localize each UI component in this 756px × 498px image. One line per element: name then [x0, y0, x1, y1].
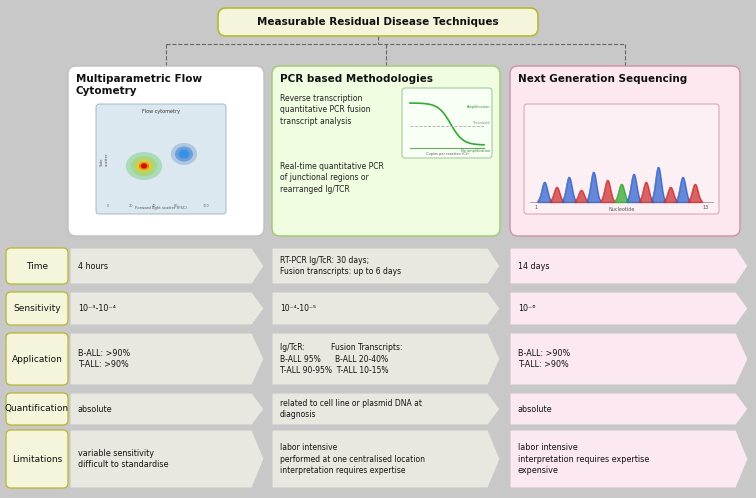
- Ellipse shape: [131, 156, 157, 176]
- Polygon shape: [70, 333, 264, 385]
- Polygon shape: [272, 393, 500, 425]
- Text: 100: 100: [203, 204, 209, 208]
- Text: 20: 20: [129, 204, 133, 208]
- Ellipse shape: [178, 149, 190, 158]
- Text: absolute: absolute: [518, 404, 553, 413]
- Text: B-ALL: >90%
T-ALL: >90%: B-ALL: >90% T-ALL: >90%: [518, 349, 570, 370]
- Text: Multiparametric Flow
Cytometry: Multiparametric Flow Cytometry: [76, 74, 202, 96]
- Ellipse shape: [175, 146, 193, 161]
- FancyBboxPatch shape: [68, 66, 264, 236]
- Polygon shape: [70, 248, 264, 284]
- Text: PCR based Methodologies: PCR based Methodologies: [280, 74, 433, 84]
- Text: Nucleotide: Nucleotide: [609, 207, 635, 212]
- FancyBboxPatch shape: [402, 88, 492, 158]
- FancyBboxPatch shape: [524, 104, 719, 214]
- Ellipse shape: [139, 162, 149, 170]
- FancyBboxPatch shape: [6, 292, 68, 325]
- FancyBboxPatch shape: [6, 248, 68, 284]
- Polygon shape: [70, 430, 264, 488]
- Text: Time: Time: [26, 261, 48, 270]
- FancyBboxPatch shape: [272, 66, 500, 236]
- FancyBboxPatch shape: [510, 66, 740, 236]
- Polygon shape: [272, 248, 500, 284]
- Text: Sensitivity: Sensitivity: [13, 304, 60, 313]
- Text: 1: 1: [534, 205, 537, 210]
- Ellipse shape: [171, 143, 197, 165]
- FancyBboxPatch shape: [6, 393, 68, 425]
- Text: Threshold: Threshold: [472, 121, 490, 125]
- Text: Reverse transcription
quantitative PCR fusion
transcript analysis: Reverse transcription quantitative PCR f…: [280, 94, 370, 126]
- Text: variable sensitivity
difficult to standardise: variable sensitivity difficult to standa…: [78, 449, 169, 470]
- Text: 4 hours: 4 hours: [78, 261, 108, 270]
- FancyBboxPatch shape: [6, 333, 68, 385]
- Text: 14 days: 14 days: [518, 261, 550, 270]
- Polygon shape: [272, 292, 500, 325]
- Ellipse shape: [141, 163, 147, 168]
- Text: 10⁻⁴-10⁻⁵: 10⁻⁴-10⁻⁵: [280, 304, 316, 313]
- Polygon shape: [510, 292, 748, 325]
- Text: Application: Application: [11, 355, 63, 364]
- Text: Flow cytometry: Flow cytometry: [142, 109, 180, 114]
- Text: 10⁻³-10⁻⁴: 10⁻³-10⁻⁴: [78, 304, 116, 313]
- Text: Amplification: Amplification: [466, 105, 490, 109]
- Text: RT-PCR Ig/TcR: 30 days;
Fusion transcripts: up to 6 days: RT-PCR Ig/TcR: 30 days; Fusion transcrip…: [280, 255, 401, 276]
- Text: Copies per reaction (Ct): Copies per reaction (Ct): [426, 152, 468, 156]
- Text: No amplification: No amplification: [460, 149, 490, 153]
- Polygon shape: [70, 393, 264, 425]
- Text: Real-time quantitative PCR
of junctional regions or
rearranged Ig/TCR: Real-time quantitative PCR of junctional…: [280, 162, 384, 194]
- Polygon shape: [510, 393, 748, 425]
- Text: 10⁻⁶: 10⁻⁶: [518, 304, 535, 313]
- Text: 0: 0: [107, 204, 109, 208]
- Text: Side
scatter: Side scatter: [100, 152, 109, 166]
- Text: related to cell line or plasmid DNA at
diagnosis: related to cell line or plasmid DNA at d…: [280, 398, 422, 419]
- Text: labor intensive
interpretation requires expertise
expensive: labor intensive interpretation requires …: [518, 443, 649, 475]
- Text: 40: 40: [152, 204, 156, 208]
- Text: Quantification: Quantification: [5, 404, 69, 413]
- Ellipse shape: [125, 152, 163, 180]
- FancyBboxPatch shape: [96, 104, 226, 214]
- Polygon shape: [510, 430, 748, 488]
- Text: Measurable Residual Disease Techniques: Measurable Residual Disease Techniques: [257, 17, 499, 27]
- Polygon shape: [70, 292, 264, 325]
- Polygon shape: [510, 248, 748, 284]
- FancyBboxPatch shape: [218, 8, 538, 36]
- Text: labor intensive
performed at one centralised location
interpretation requires ex: labor intensive performed at one central…: [280, 443, 425, 475]
- Polygon shape: [272, 430, 500, 488]
- Text: B-ALL: >90%
T-ALL: >90%: B-ALL: >90% T-ALL: >90%: [78, 349, 130, 370]
- Polygon shape: [272, 333, 500, 385]
- Text: 60: 60: [174, 204, 178, 208]
- FancyBboxPatch shape: [6, 430, 68, 488]
- Text: Limitations: Limitations: [12, 455, 62, 464]
- Text: absolute: absolute: [78, 404, 113, 413]
- Polygon shape: [510, 333, 748, 385]
- Ellipse shape: [135, 159, 153, 172]
- Text: Forward light scatter (FSC): Forward light scatter (FSC): [135, 206, 187, 210]
- Text: Next Generation Sequencing: Next Generation Sequencing: [518, 74, 687, 84]
- Text: Ig/TcR:           Fusion Transcripts:
B-ALL 95%      B-ALL 20-40%
T-ALL 90-95%  : Ig/TcR: Fusion Transcripts: B-ALL 95% B-…: [280, 343, 402, 375]
- Text: 13: 13: [703, 205, 709, 210]
